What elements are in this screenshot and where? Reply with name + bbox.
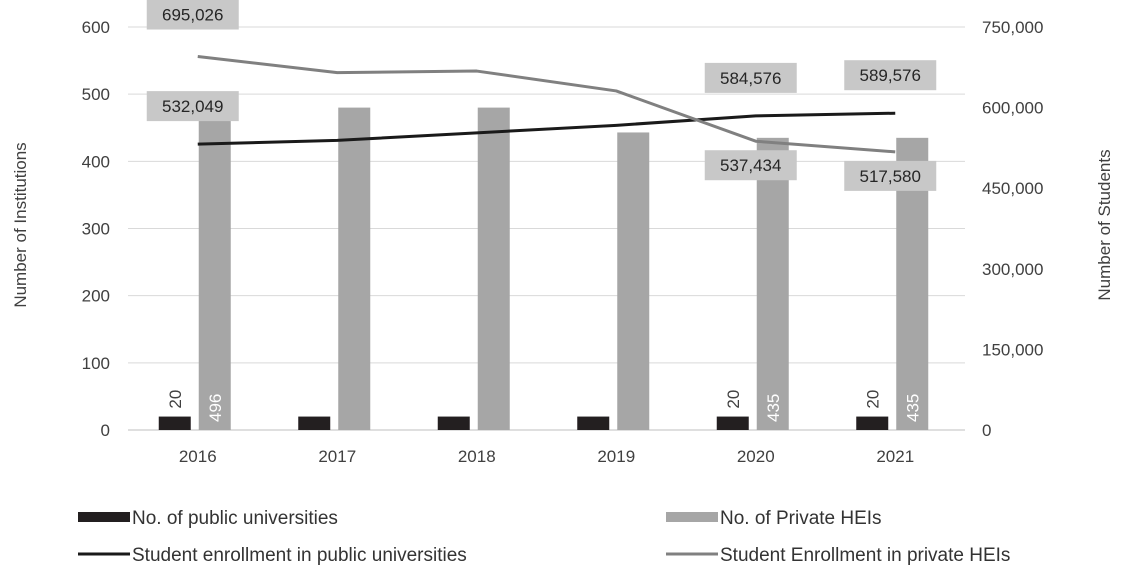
legend-label: No. of public universities <box>132 508 338 529</box>
line-label-box <box>704 62 797 93</box>
gridlines <box>128 26 965 431</box>
y-tick-left: 200 <box>82 287 110 306</box>
y-tick-right: 0 <box>982 421 991 440</box>
x-tick-label: 2018 <box>458 447 496 466</box>
bar-private-heis <box>617 132 650 430</box>
lines <box>197 55 896 154</box>
y-tick-left: 500 <box>82 85 110 104</box>
bar-private-heis <box>477 107 510 430</box>
line-label-box <box>146 0 239 30</box>
x-tick-label: 2016 <box>179 447 217 466</box>
bar-data-label: 435 <box>903 394 922 422</box>
y-tick-right: 150,000 <box>982 340 1043 359</box>
bar-data-label: 435 <box>764 394 783 422</box>
y-axis-right-title: Number of Students <box>1095 149 1114 300</box>
bars: 20 20 20 496 435 435 <box>158 96 929 430</box>
y-tick-left: 300 <box>82 220 110 239</box>
x-tick-label: 2019 <box>597 447 635 466</box>
legend-swatch-bar <box>666 512 718 522</box>
line-label-box <box>704 150 797 181</box>
y-tick-right: 600,000 <box>982 99 1043 118</box>
x-tick-label: 2020 <box>737 447 775 466</box>
bar-private-heis <box>756 137 789 430</box>
line-data-label: 695,026 <box>162 6 223 25</box>
line-data-labels: 532,049 584,576 589,576 695,026 537,434 517,5… <box>146 0 937 191</box>
bar-public-universities <box>716 416 749 430</box>
line-label-box <box>844 60 937 91</box>
legend-label: Student enrollment in public universitie… <box>132 545 467 566</box>
bar-data-label: 20 <box>724 390 743 409</box>
x-tick-label: 2021 <box>876 447 914 466</box>
y-tick-left: 100 <box>82 354 110 373</box>
y-axis-left-title: Number of Institutions <box>11 142 30 307</box>
bar-data-label: 20 <box>166 390 185 409</box>
left-axis: 0 100 200 300 400 500 600 <box>82 18 110 440</box>
bar-public-universities <box>158 416 191 430</box>
bar-data-label: 496 <box>206 394 225 422</box>
legend-swatch-bar <box>78 512 130 522</box>
line-public-enrollment <box>197 111 896 146</box>
bar-data-label: 20 <box>863 390 882 409</box>
y-tick-right: 750,000 <box>982 18 1043 37</box>
line-label-box <box>844 160 937 191</box>
legend: No. of public universities No. of Private… <box>78 508 1010 566</box>
bar-public-universities <box>437 416 470 430</box>
y-tick-left: 400 <box>82 152 110 171</box>
line-data-label: 517,580 <box>860 167 921 186</box>
legend-label: No. of Private HEIs <box>720 508 882 529</box>
bar-public-universities <box>298 416 331 430</box>
y-tick-left: 600 <box>82 18 110 37</box>
legend-label: Student Enrollment in private HEIs <box>720 545 1010 566</box>
x-tick-label: 2017 <box>318 447 356 466</box>
line-data-label: 589,576 <box>860 66 921 85</box>
y-tick-right: 450,000 <box>982 179 1043 198</box>
line-label-box <box>146 91 239 122</box>
bar-public-universities <box>577 416 610 430</box>
bar-private-heis <box>198 96 231 430</box>
right-axis: 0 150,000 300,000 450,000 600,000 750,000 <box>982 18 1043 440</box>
line-data-label: 584,576 <box>720 69 781 88</box>
y-tick-left: 0 <box>101 421 110 440</box>
x-axis: 2016 2017 2018 2019 2020 2021 <box>179 447 914 466</box>
bar-public-universities <box>856 416 889 430</box>
line-data-label: 537,434 <box>720 156 781 175</box>
line-private-enrollment <box>197 55 896 154</box>
line-data-label: 532,049 <box>162 97 223 116</box>
y-tick-right: 300,000 <box>982 260 1043 279</box>
bar-private-heis <box>338 107 371 430</box>
